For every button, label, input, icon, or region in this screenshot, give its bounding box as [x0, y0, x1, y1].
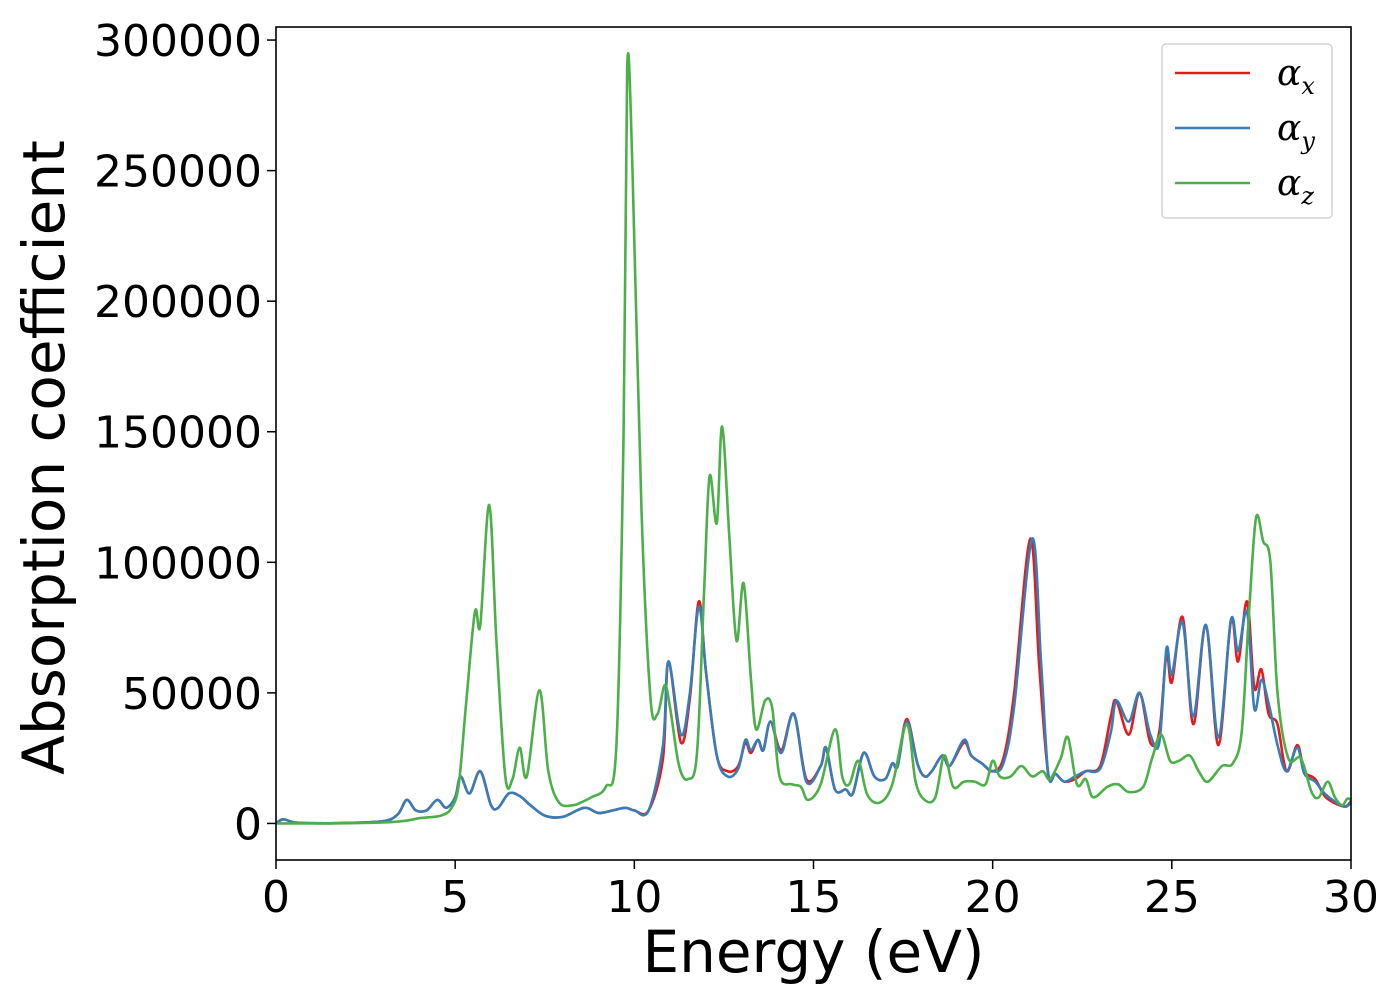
y-tick-label: 150000: [94, 408, 262, 459]
x-tick-label: 30: [1323, 872, 1379, 923]
x-tick-label: 20: [965, 872, 1021, 923]
plot-series: [276, 51, 1351, 825]
legend-label: αz: [1277, 163, 1314, 210]
y-tick-label: 0: [234, 799, 262, 850]
x-tick-label: 5: [441, 872, 469, 923]
x-axis-title: Energy (eV): [642, 918, 984, 986]
x-tick-label: 0: [262, 872, 290, 923]
y-tick-label: 200000: [94, 277, 262, 328]
x-tick-label: 25: [1144, 872, 1200, 923]
series-line-alpha-y: [276, 537, 1351, 825]
y-tick-label: 100000: [94, 538, 262, 589]
x-tick-label: 15: [786, 872, 842, 923]
y-axis-title: Absorption coefficient: [10, 140, 78, 775]
y-tick-label: 250000: [94, 147, 262, 198]
y-axis: 0 50000 100000 150000 200000 250000 300000: [94, 16, 276, 850]
x-tick-label: 10: [606, 872, 662, 923]
y-tick-label: 300000: [94, 16, 262, 67]
legend-item-alpha-z: αz: [1175, 163, 1314, 210]
x-axis: 0 5 10 15 20 25 30: [262, 860, 1379, 923]
y-tick-label: 50000: [122, 669, 262, 720]
legend-box: [1161, 43, 1333, 219]
series-line-alpha-z: [276, 51, 1351, 825]
